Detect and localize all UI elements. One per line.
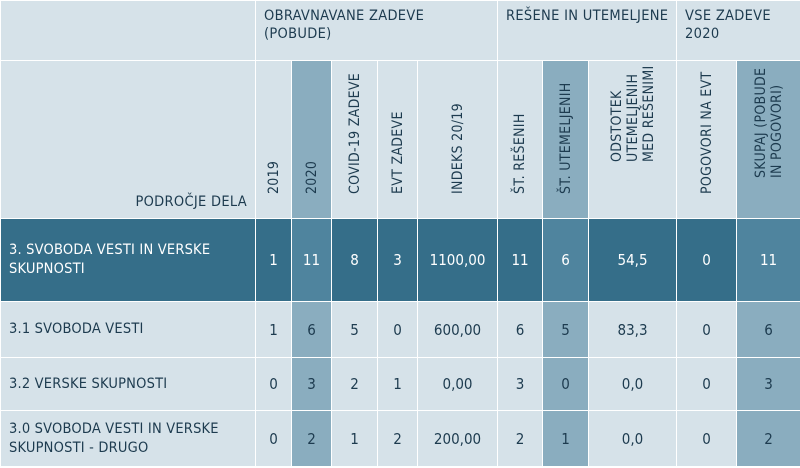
cell-indeks: 200,00 [416,410,499,467]
cell-skupaj: 6 [736,301,800,358]
table-row: 3. SVOBODA VESTI IN VERSKE SKUPNOSTI 1 1… [0,218,800,302]
cell-odstotek: 83,3 [588,301,678,358]
row-label: 3.1 SVOBODA VESTI [0,301,256,358]
cell-2020: 2 [291,410,332,467]
cell-2020: 11 [291,218,332,302]
cell-pogovori: 0 [676,218,738,302]
group-header-obravnavane: OBRAVNAVANE ZADEVE (POBUDE) [254,0,499,61]
col-header-st-resenih: ŠT. REŠENIH [497,60,544,219]
table-row: 3.2 VERSKE SKUPNOSTI 0 3 2 1 0,00 3 0 0,… [0,357,800,411]
table-row: 3.0 SVOBODA VESTI IN VERSKE SKUPNOSTI - … [0,410,800,467]
cell-st-utemeljenih: 5 [542,301,590,358]
col-header-skupaj: SKUPAJ (POBUDE IN POGOVORI) [736,60,800,219]
cell-2020: 6 [291,301,332,358]
header-spacer [0,0,256,61]
cell-st-resenih: 2 [497,410,544,467]
cell-2019: 1 [255,301,292,358]
cell-indeks: 1100,00 [416,218,499,302]
cell-covid: 5 [331,301,378,358]
cell-2019: 1 [255,218,292,302]
cell-covid: 8 [331,218,378,302]
cell-pogovori: 0 [676,410,738,467]
col-header-covid: COVID-19 ZADEVE [331,60,378,219]
cell-evt: 3 [377,218,418,302]
cell-indeks: 600,00 [416,301,499,358]
cell-st-resenih: 11 [497,218,544,302]
cell-skupaj: 3 [736,357,800,411]
row-label: 3.2 VERSKE SKUPNOSTI [0,357,256,411]
group-header-vse: VSE ZADEVE 2020 [676,0,800,61]
cell-odstotek: 54,5 [588,218,678,302]
cell-covid: 2 [331,357,378,411]
col-header-pogovori: POGOVORI NA EVT [676,60,738,219]
col-header-2019: 2019 [255,60,292,219]
col-header-2020: 2020 [291,60,332,219]
cell-covid: 1 [331,410,378,467]
cell-2019: 0 [255,357,292,411]
cell-st-utemeljenih: 0 [542,357,590,411]
col-header-evt: EVT ZADEVE [377,60,418,219]
cell-evt: 0 [377,301,418,358]
cell-skupaj: 11 [736,218,800,302]
row-label: 3. SVOBODA VESTI IN VERSKE SKUPNOSTI [0,218,256,302]
row-label: 3.0 SVOBODA VESTI IN VERSKE SKUPNOSTI - … [0,410,256,467]
cell-2019: 0 [255,410,292,467]
cell-odstotek: 0,0 [588,410,678,467]
cell-odstotek: 0,0 [588,357,678,411]
col-header-st-utemeljenih: ŠT. UTEMELJENIH [542,60,590,219]
col-header-odstotek: ODSTOTEK UTEMELJENIH MED REŠENIMI [588,60,678,219]
cell-evt: 2 [377,410,418,467]
cell-evt: 1 [377,357,418,411]
cell-pogovori: 0 [676,357,738,411]
cell-skupaj: 2 [736,410,800,467]
cell-st-utemeljenih: 6 [542,218,590,302]
cell-pogovori: 0 [676,301,738,358]
group-header-resene: REŠENE IN UTEMELJENE [497,0,678,61]
cell-st-resenih: 3 [497,357,544,411]
cell-2020: 3 [291,357,332,411]
header-podrocje-dela: PODROČJE DELA [0,60,256,219]
col-header-indeks: INDEKS 20/19 [416,60,499,219]
cell-st-utemeljenih: 1 [542,410,590,467]
cell-st-resenih: 6 [497,301,544,358]
cell-indeks: 0,00 [416,357,499,411]
table-row: 3.1 SVOBODA VESTI 1 6 5 0 600,00 6 5 83,… [0,301,800,358]
